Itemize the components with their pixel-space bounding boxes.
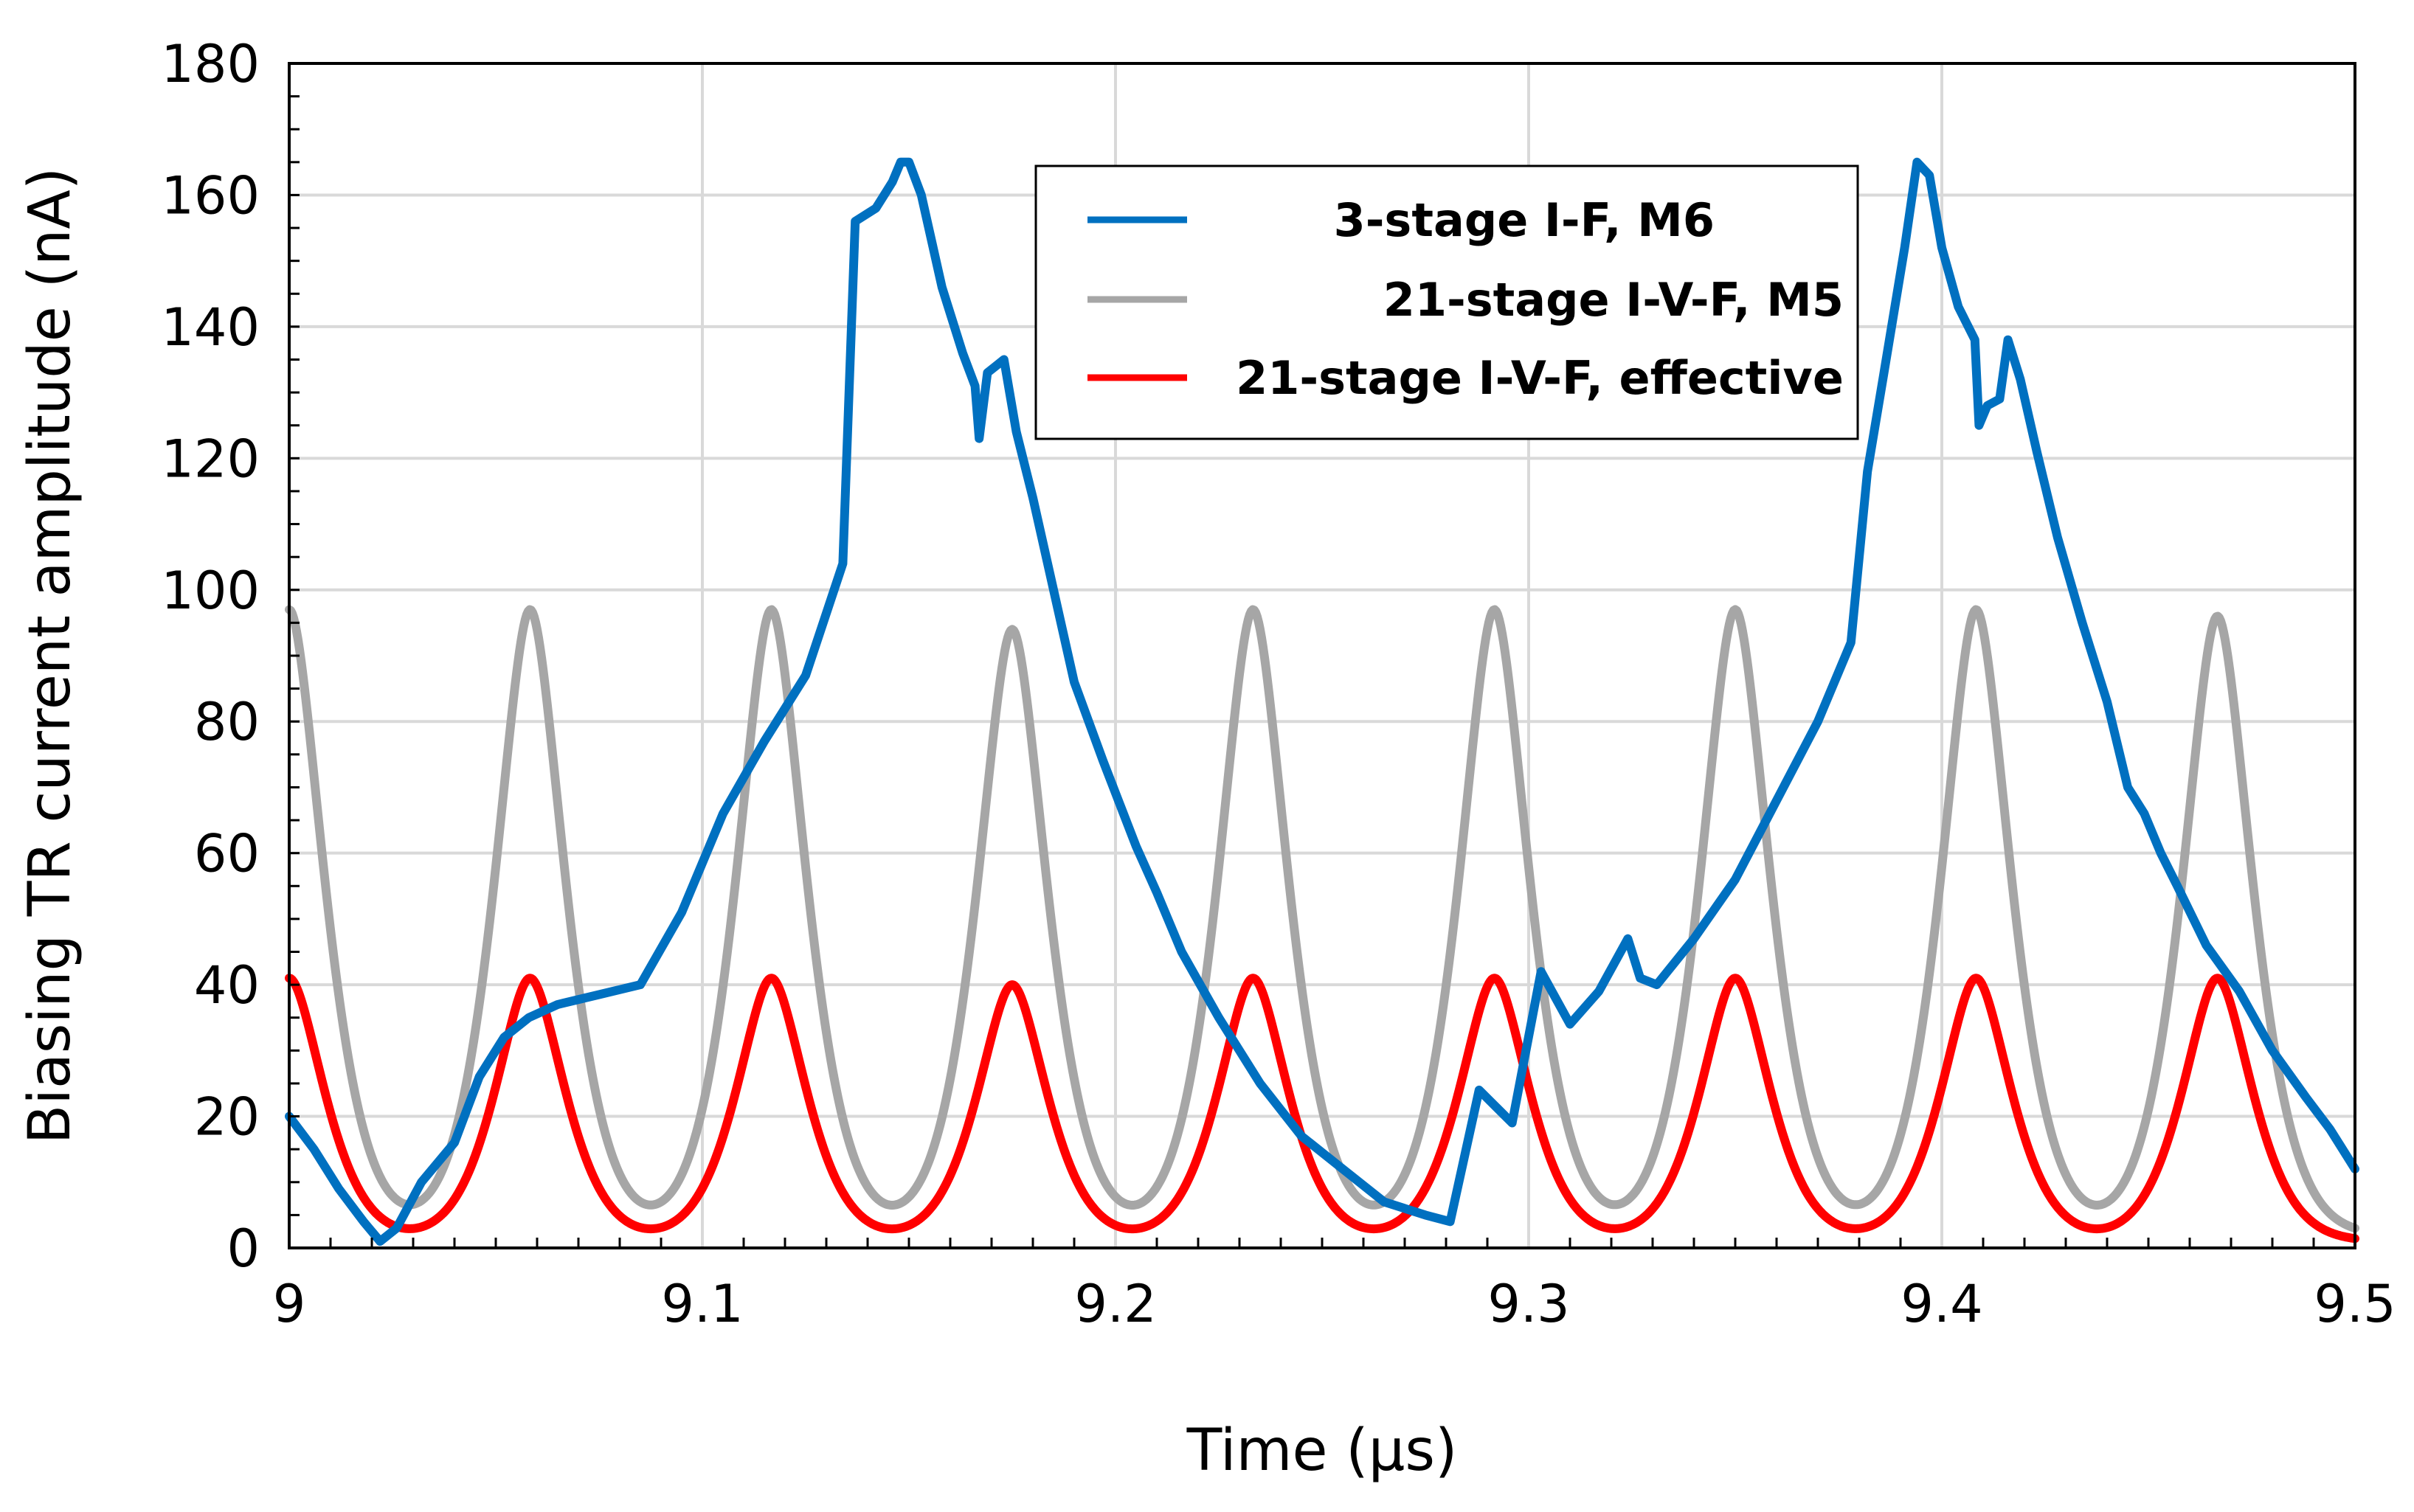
x-axis-title: Time (µs) (1186, 1418, 1458, 1484)
tick-labels: 9 9.1 9.2 9.3 9.4 9.5 0 20 40 60 80 100 120 140 160 180 (161, 34, 2396, 1334)
y-tick-label: 100 (161, 561, 260, 621)
y-tick-label: 180 (161, 34, 260, 94)
series-line-0 (285, 157, 2359, 1246)
legend-label-3-stage: 3-stage I-F, M6 (1334, 193, 1715, 247)
series-layer (285, 157, 2359, 1246)
x-tick-label: 9.4 (1901, 1274, 1982, 1334)
y-tick-label: 140 (161, 297, 260, 358)
y-tick-label: 40 (194, 955, 260, 1016)
x-tick-label: 9.3 (1487, 1274, 1569, 1334)
y-tick-label: 60 (194, 824, 260, 884)
y-tick-label: 0 (226, 1218, 260, 1279)
x-tick-label: 9.2 (1074, 1274, 1156, 1334)
x-tick-label: 9 (273, 1274, 306, 1334)
y-tick-label: 80 (194, 692, 260, 752)
legend-label-21-stage-m5: 21-stage I-V-F, M5 (1383, 273, 1844, 327)
y-tick-label: 120 (161, 429, 260, 489)
legend-label-21-stage-effective: 21-stage I-V-F, effective (1236, 351, 1844, 405)
x-tick-label: 9.1 (661, 1274, 743, 1334)
x-tick-label: 9.5 (2314, 1274, 2396, 1334)
y-tick-label: 20 (194, 1087, 260, 1148)
series-line-1 (285, 605, 2359, 1233)
ticks (289, 62, 2315, 1249)
y-axis-title: Biasing TR current amplitude (nA) (17, 167, 83, 1144)
series-line-2 (285, 974, 2359, 1244)
y-tick-label: 160 (161, 165, 260, 226)
legend: 3-stage I-F, M6 21-stage I-V-F, M5 21-st… (1034, 164, 1859, 440)
